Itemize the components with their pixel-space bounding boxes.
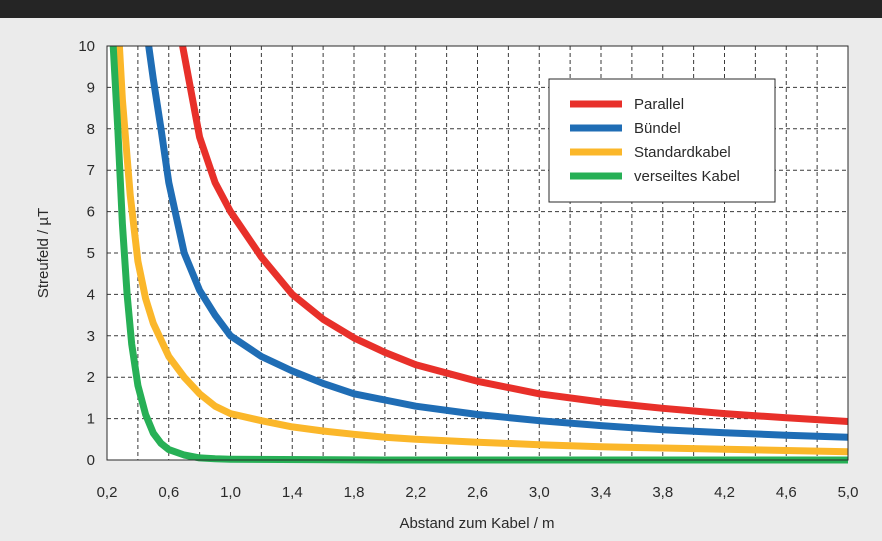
x-tick-label: 1,8 [344, 484, 365, 501]
legend: Parallel Bündel Standardkabel verseiltes Ka… [548, 78, 776, 203]
y-tick-label: 1 [87, 411, 95, 428]
legend-label-verseiltes-kabel: verseiltes Kabel [634, 168, 740, 185]
plot-frame [106, 45, 849, 461]
legend-box [548, 78, 776, 203]
top-bar [0, 0, 882, 18]
y-tick-label: 6 [87, 204, 95, 221]
legend-label-parallel: Parallel [634, 96, 684, 113]
x-tick-label: 4,6 [776, 484, 797, 501]
series-line-parallel [179, 45, 849, 425]
x-tick-label: 1,4 [282, 484, 303, 501]
y-tick-label: 3 [87, 328, 95, 345]
x-tick-label: 4,2 [714, 484, 735, 501]
x-tick-label: 0,6 [158, 484, 179, 501]
x-tick-label: 3,4 [591, 484, 612, 501]
x-tick-label: 1,0 [220, 484, 241, 501]
y-tick-label: 10 [78, 38, 95, 55]
legend-label-b-ndel: Bündel [634, 120, 681, 137]
x-axis-label: Abstand zum Kabel / m [399, 515, 554, 532]
y-tick-label: 2 [87, 369, 95, 386]
x-tick-label: 2,2 [405, 484, 426, 501]
series-line-standardkabel [115, 45, 849, 456]
x-tick-label: 0,2 [97, 484, 118, 501]
y-tick-label: 0 [87, 452, 95, 469]
x-tick-label: 3,8 [652, 484, 673, 501]
legend-label-standardkabel: Standardkabel [634, 144, 731, 161]
y-tick-label: 4 [87, 286, 95, 303]
y-tick-label: 7 [87, 162, 95, 179]
x-tick-label: 2,6 [467, 484, 488, 501]
y-tick-label: 8 [87, 121, 95, 138]
x-tick-labels: 0,2 0,6 1,0 1,4 1,8 2,2 2,6 3,0 3,4 3,8 4,2 4,6 5,0 [97, 484, 859, 501]
x-tick-label: 3,0 [529, 484, 550, 501]
y-tick-label: 9 [87, 79, 95, 96]
series-line-b-ndel [145, 45, 849, 441]
x-tick-label: 5,0 [838, 484, 859, 501]
y-tick-label: 5 [87, 245, 95, 262]
y-axis-label: Streufeld / µT [35, 208, 52, 298]
y-tick-labels: 0 1 2 3 4 5 6 7 8 9 10 [78, 38, 95, 469]
